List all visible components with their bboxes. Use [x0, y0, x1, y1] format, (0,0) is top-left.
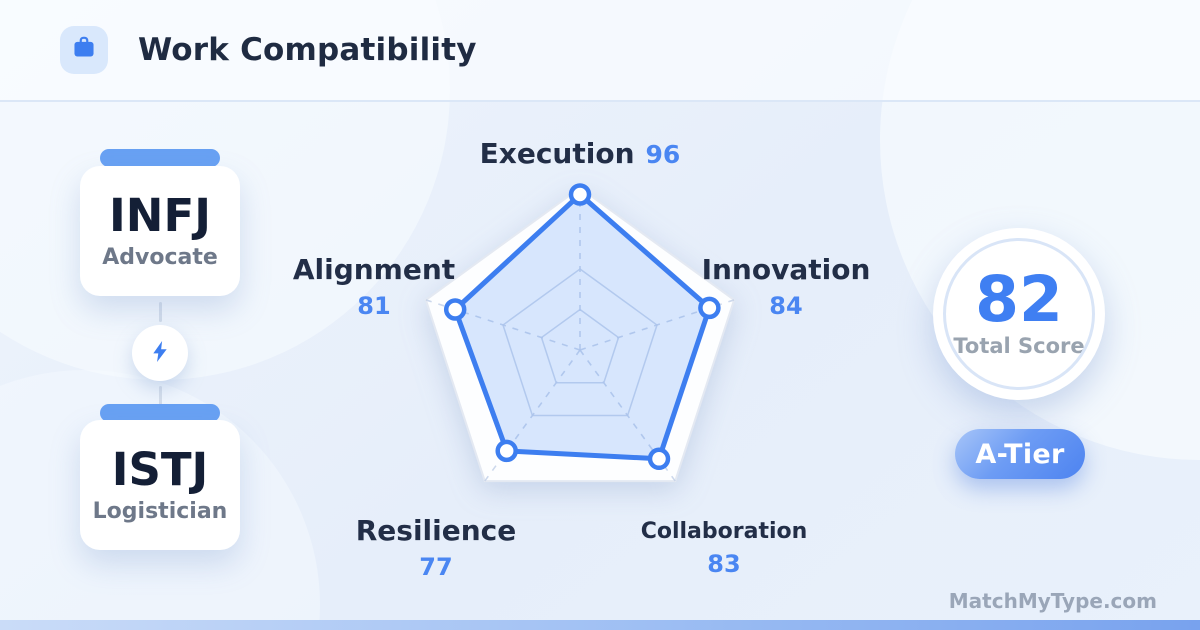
- bottom-accent-bar: [0, 620, 1200, 630]
- page-title: Work Compatibility: [138, 32, 477, 68]
- briefcase-icon: [71, 35, 97, 65]
- axis-value: 81: [357, 292, 391, 321]
- axis-label-innovation: Innovation 84: [681, 253, 891, 321]
- personality-code: ISTJ: [111, 443, 209, 497]
- lightning-bolt-icon: [153, 340, 167, 366]
- personality-name: Logistician: [92, 498, 228, 524]
- connector-line: [159, 386, 162, 406]
- axis-value: 96: [645, 140, 681, 169]
- total-score-circle: 82 Total Score: [933, 228, 1105, 400]
- score-ring: [943, 238, 1095, 390]
- connector-line: [159, 302, 162, 322]
- tier-badge: A-Tier: [955, 429, 1085, 479]
- axis-name: Alignment: [292, 253, 456, 286]
- axis-name: Collaboration: [640, 519, 808, 544]
- card-accent-bar: [100, 404, 220, 422]
- axis-name: Innovation: [701, 253, 871, 286]
- axis-label-resilience: Resilience 77: [331, 514, 541, 582]
- connector-circle: [132, 325, 188, 381]
- profile-card-bottom: ISTJ Logistician: [80, 420, 240, 550]
- axis-value: 77: [419, 553, 453, 582]
- axis-value: 84: [769, 292, 803, 321]
- axis-label-collaboration: Collaboration 83: [618, 519, 830, 579]
- card-accent-bar: [100, 149, 220, 167]
- axis-label-execution: Execution 96: [430, 137, 730, 170]
- personality-name: Advocate: [102, 244, 218, 270]
- axis-value: 83: [707, 550, 741, 579]
- profile-card-top: INFJ Advocate: [80, 166, 240, 296]
- briefcase-icon-box: [60, 26, 108, 74]
- header: Work Compatibility: [0, 0, 1200, 102]
- axis-name: Resilience: [355, 514, 517, 547]
- personality-code: INFJ: [109, 189, 211, 243]
- radar-chart: [380, 150, 780, 550]
- axis-name: Execution: [479, 137, 635, 170]
- axis-label-alignment: Alignment 81: [269, 253, 479, 321]
- watermark: MatchMyType.com: [948, 589, 1157, 613]
